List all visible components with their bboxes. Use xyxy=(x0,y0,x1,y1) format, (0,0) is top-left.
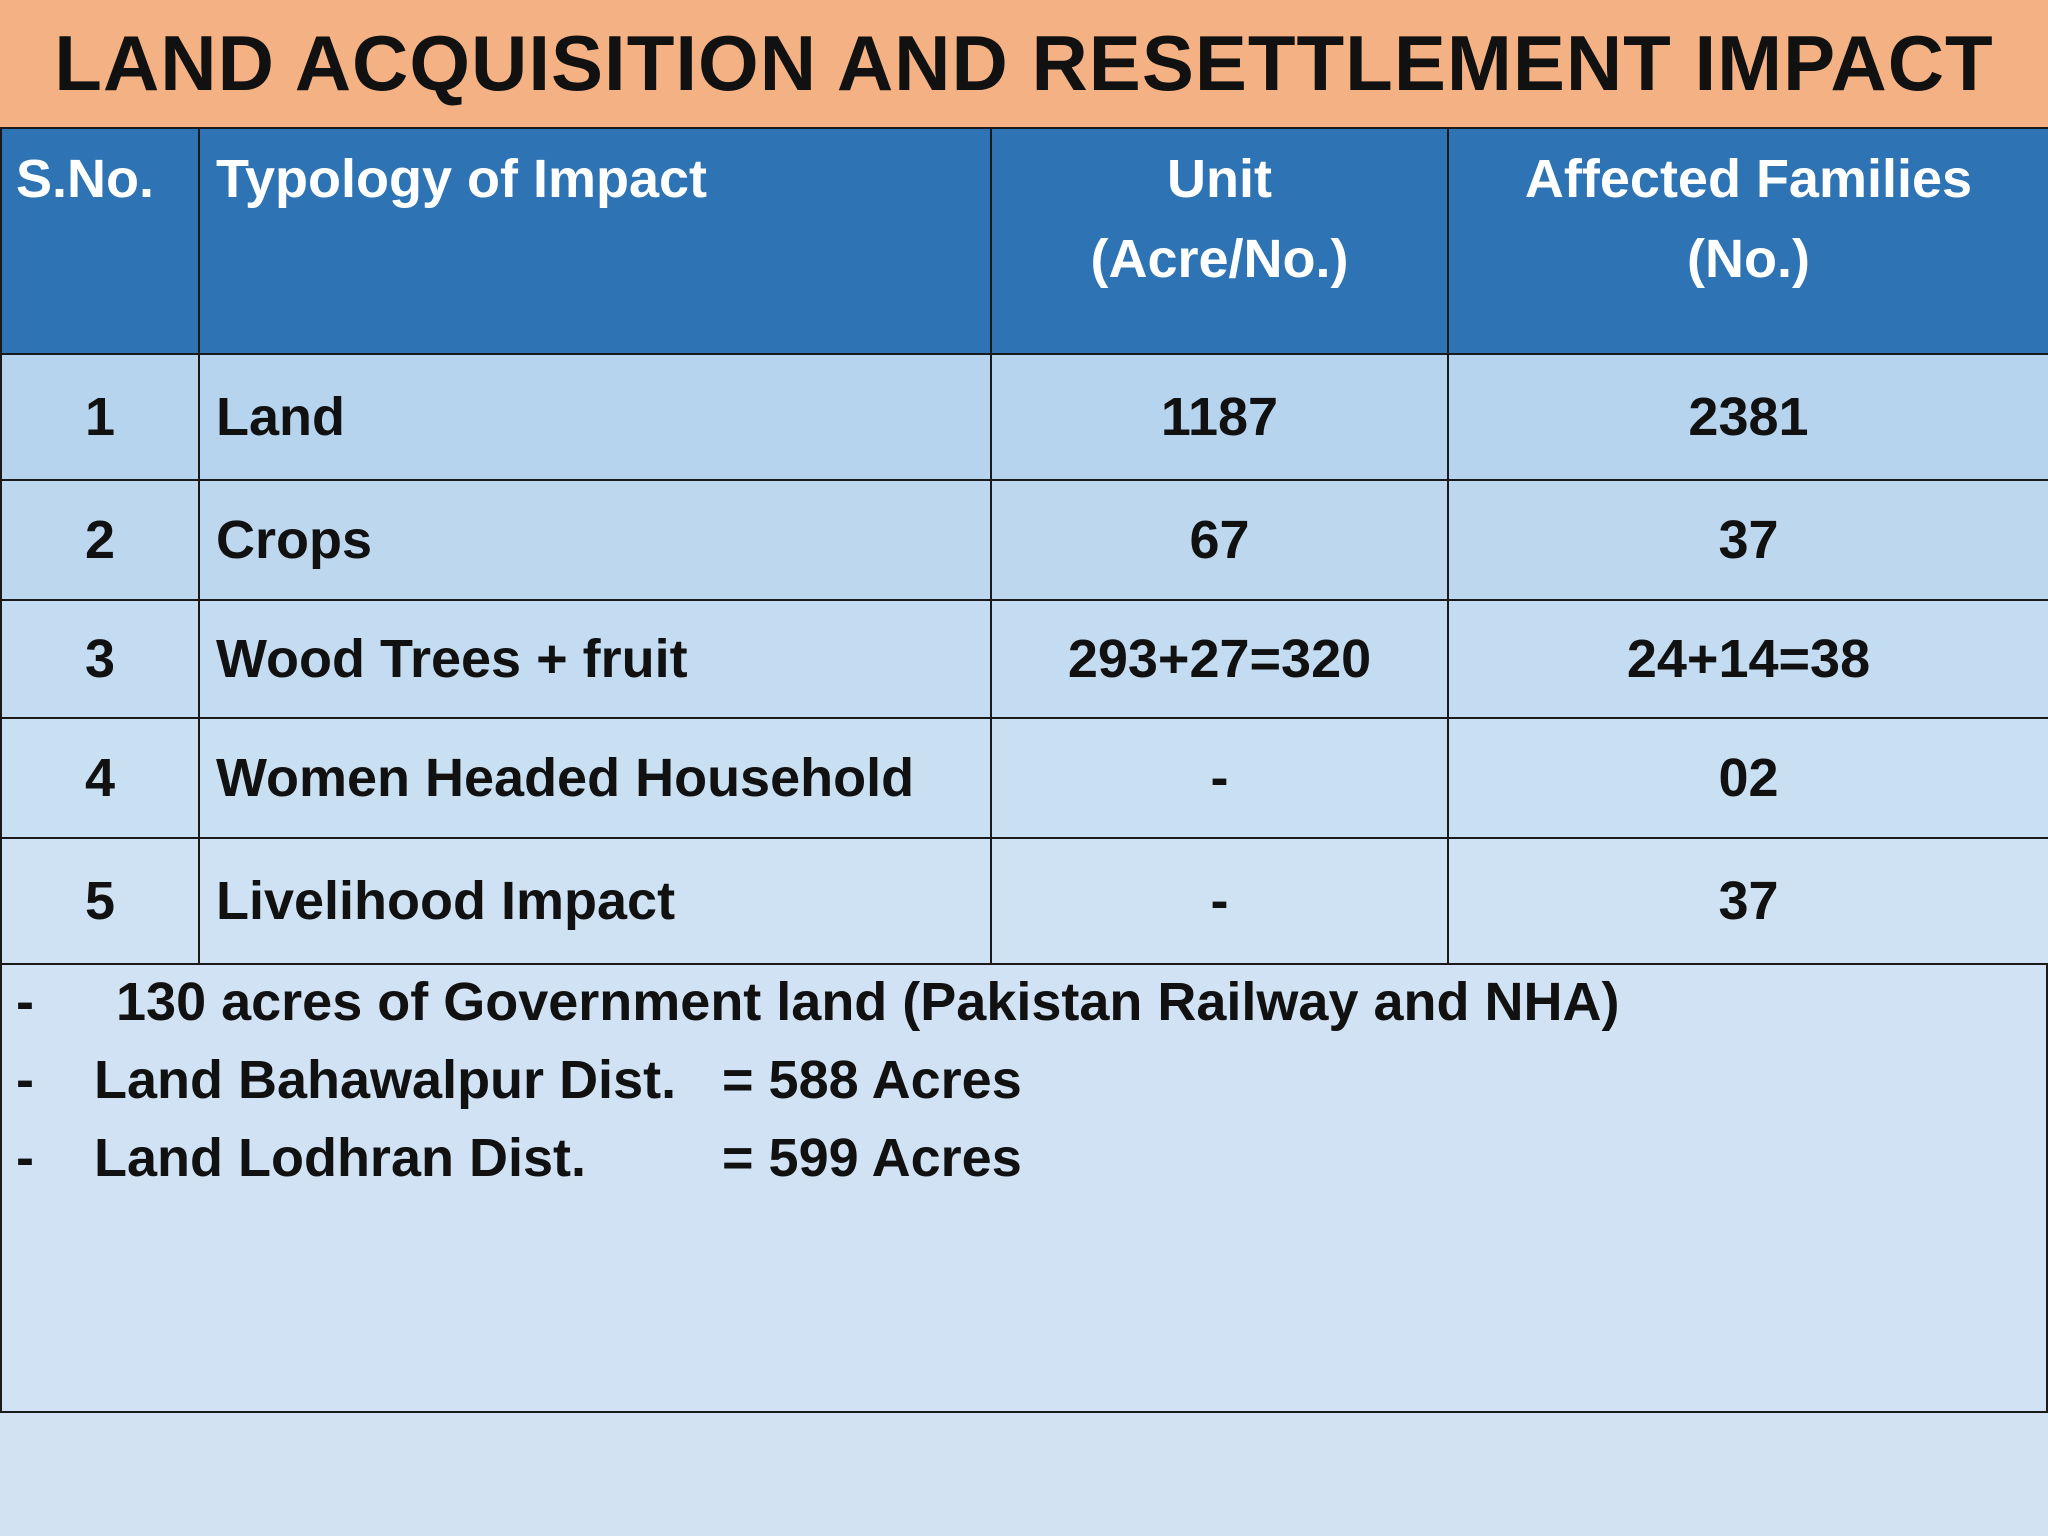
cell-sno: 3 xyxy=(0,599,200,719)
cell-typology: Wood Trees + fruit xyxy=(198,599,992,719)
cell-typology: Land xyxy=(198,353,992,481)
header-sno: S.No. xyxy=(0,127,200,355)
page-title: LAND ACQUISITION AND RESETTLEMENT IMPACT xyxy=(54,19,1994,107)
header-affected-families: Affected Families (No.) xyxy=(1447,127,2048,355)
cell-unit: - xyxy=(990,717,1449,839)
note-dash: - xyxy=(16,972,34,1032)
note-dash: - xyxy=(16,1128,34,1188)
cell-unit: 67 xyxy=(990,479,1449,601)
notes-box: - 130 acres of Government land (Pakistan… xyxy=(0,963,2048,1413)
note-dash: - xyxy=(16,1050,34,1110)
table-header-row: S.No. Typology of Impact Unit (Acre/No.)… xyxy=(0,127,2048,355)
table-row: 3 Wood Trees + fruit 293+27=320 24+14=38 xyxy=(0,599,2048,719)
title-bar: LAND ACQUISITION AND RESETTLEMENT IMPACT xyxy=(0,0,2048,127)
cell-families: 02 xyxy=(1447,717,2048,839)
cell-families: 37 xyxy=(1447,837,2048,965)
cell-typology: Women Headed Household xyxy=(198,717,992,839)
note-text: Land Lodhran Dist. xyxy=(94,1128,586,1188)
cell-unit: 1187 xyxy=(990,353,1449,481)
header-unit: Unit (Acre/No.) xyxy=(990,127,1449,355)
cell-unit: 293+27=320 xyxy=(990,599,1449,719)
cell-sno: 4 xyxy=(0,717,200,839)
note-government-land: - 130 acres of Government land (Pakistan… xyxy=(16,971,1619,1033)
cell-typology: Livelihood Impact xyxy=(198,837,992,965)
note-bahawalpur: - Land Bahawalpur Dist. = 588 Acres xyxy=(16,1049,1022,1111)
impact-table: S.No. Typology of Impact Unit (Acre/No.)… xyxy=(0,127,2048,965)
note-text: Land Bahawalpur Dist. xyxy=(94,1050,677,1110)
header-families-line2: (No.) xyxy=(1687,229,1810,289)
table-row: 5 Livelihood Impact - 37 xyxy=(0,837,2048,965)
note-text: 130 acres of Government land (Pakistan R… xyxy=(116,972,1620,1032)
cell-families: 24+14=38 xyxy=(1447,599,2048,719)
header-families-line1: Affected Families xyxy=(1524,149,1973,209)
cell-unit: - xyxy=(990,837,1449,965)
note-value: = 588 Acres xyxy=(722,1050,1022,1110)
cell-sno: 5 xyxy=(0,837,200,965)
header-unit-line1: Unit xyxy=(1167,149,1272,209)
table-row: 2 Crops 67 37 xyxy=(0,479,2048,601)
cell-typology: Crops xyxy=(198,479,992,601)
header-unit-line2: (Acre/No.) xyxy=(1090,229,1349,289)
cell-sno: 2 xyxy=(0,479,200,601)
header-typology: Typology of Impact xyxy=(198,127,992,355)
table-row: 4 Women Headed Household - 02 xyxy=(0,717,2048,839)
cell-families: 37 xyxy=(1447,479,2048,601)
cell-families: 2381 xyxy=(1447,353,2048,481)
table-row: 1 Land 1187 2381 xyxy=(0,353,2048,481)
cell-sno: 1 xyxy=(0,353,200,481)
note-value: = 599 Acres xyxy=(722,1128,1022,1188)
note-lodhran: - Land Lodhran Dist. = 599 Acres xyxy=(16,1127,1022,1189)
